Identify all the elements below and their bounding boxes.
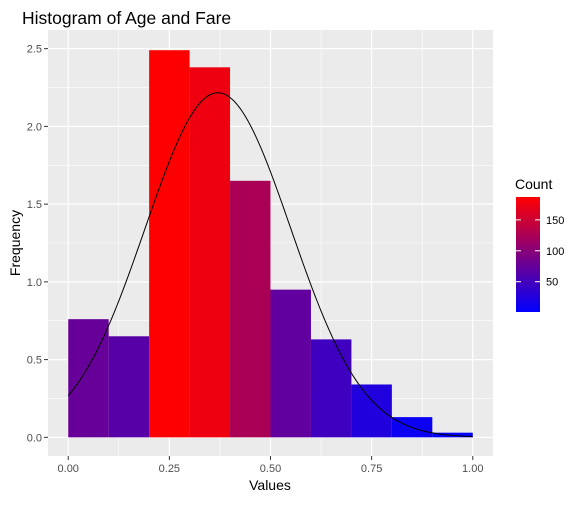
y-tick-label: 0.0: [27, 432, 42, 444]
density-curve: [67, 92, 473, 438]
y-axis: 0.0 0.5 1.0 1.5 2.0 2.5: [27, 44, 48, 444]
legend-colorbar: [516, 197, 540, 312]
histogram-bar: [108, 336, 150, 438]
legend-break-label: 150: [546, 215, 564, 227]
legend-title: Count: [515, 176, 552, 192]
x-axis: 0.00 0.25 0.50 0.75 1.00: [58, 456, 483, 475]
x-axis-label: Values: [249, 477, 291, 493]
legend-break-label: 50: [546, 277, 558, 289]
histogram-bar: [270, 289, 311, 438]
legend-ticks: 50 100 150: [516, 215, 564, 289]
legend-break-label: 100: [546, 246, 564, 258]
x-tick-label: 0.00: [58, 463, 79, 475]
x-tick-label: 0.50: [260, 463, 281, 475]
histogram-bars: [68, 50, 473, 438]
x-tick-label: 1.00: [462, 463, 483, 475]
histogram-bar: [68, 319, 109, 438]
chart-title: Histogram of Age and Fare: [22, 8, 231, 28]
y-tick-label: 2.5: [27, 44, 42, 56]
x-tick-label: 0.75: [361, 463, 382, 475]
legend: Count 50 100 150: [515, 176, 564, 312]
histogram-bar: [351, 384, 392, 438]
y-tick-label: 1.5: [27, 199, 42, 211]
y-tick-label: 2.0: [27, 121, 42, 133]
y-axis-label: Frequency: [7, 210, 23, 276]
y-tick-label: 0.5: [27, 355, 42, 367]
histogram-bar: [149, 50, 190, 438]
histogram-bar: [230, 180, 271, 438]
histogram-bar: [310, 339, 352, 438]
x-tick-label: 0.25: [159, 463, 180, 475]
y-tick-label: 1.0: [27, 277, 42, 289]
histogram-bar: [189, 67, 231, 438]
